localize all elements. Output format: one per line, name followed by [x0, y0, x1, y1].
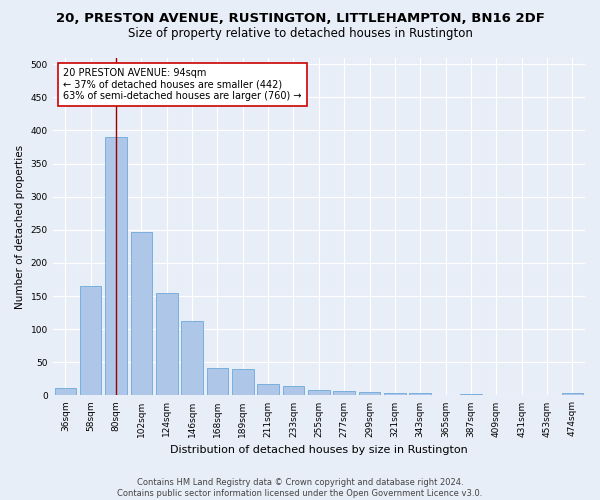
Y-axis label: Number of detached properties: Number of detached properties	[15, 144, 25, 308]
Bar	[181, 320, 203, 396]
Bar	[232, 369, 254, 396]
Bar	[131, 232, 152, 396]
Text: Contains HM Land Registry data © Crown copyright and database right 2024.
Contai: Contains HM Land Registry data © Crown c…	[118, 478, 482, 498]
Bar	[334, 391, 355, 396]
Bar	[80, 286, 101, 396]
Bar	[562, 394, 583, 396]
Bar	[206, 368, 228, 396]
Text: Size of property relative to detached houses in Rustington: Size of property relative to detached ho…	[128, 28, 472, 40]
Text: 20 PRESTON AVENUE: 94sqm
← 37% of detached houses are smaller (442)
63% of semi-: 20 PRESTON AVENUE: 94sqm ← 37% of detach…	[64, 68, 302, 101]
Bar	[359, 392, 380, 396]
Bar	[409, 394, 431, 396]
X-axis label: Distribution of detached houses by size in Rustington: Distribution of detached houses by size …	[170, 445, 468, 455]
Bar	[460, 394, 482, 396]
Bar	[384, 393, 406, 396]
Bar	[257, 384, 279, 396]
Bar	[55, 388, 76, 396]
Text: 20, PRESTON AVENUE, RUSTINGTON, LITTLEHAMPTON, BN16 2DF: 20, PRESTON AVENUE, RUSTINGTON, LITTLEHA…	[56, 12, 544, 26]
Bar	[283, 386, 304, 396]
Bar	[156, 292, 178, 396]
Bar	[105, 137, 127, 396]
Bar	[308, 390, 329, 396]
